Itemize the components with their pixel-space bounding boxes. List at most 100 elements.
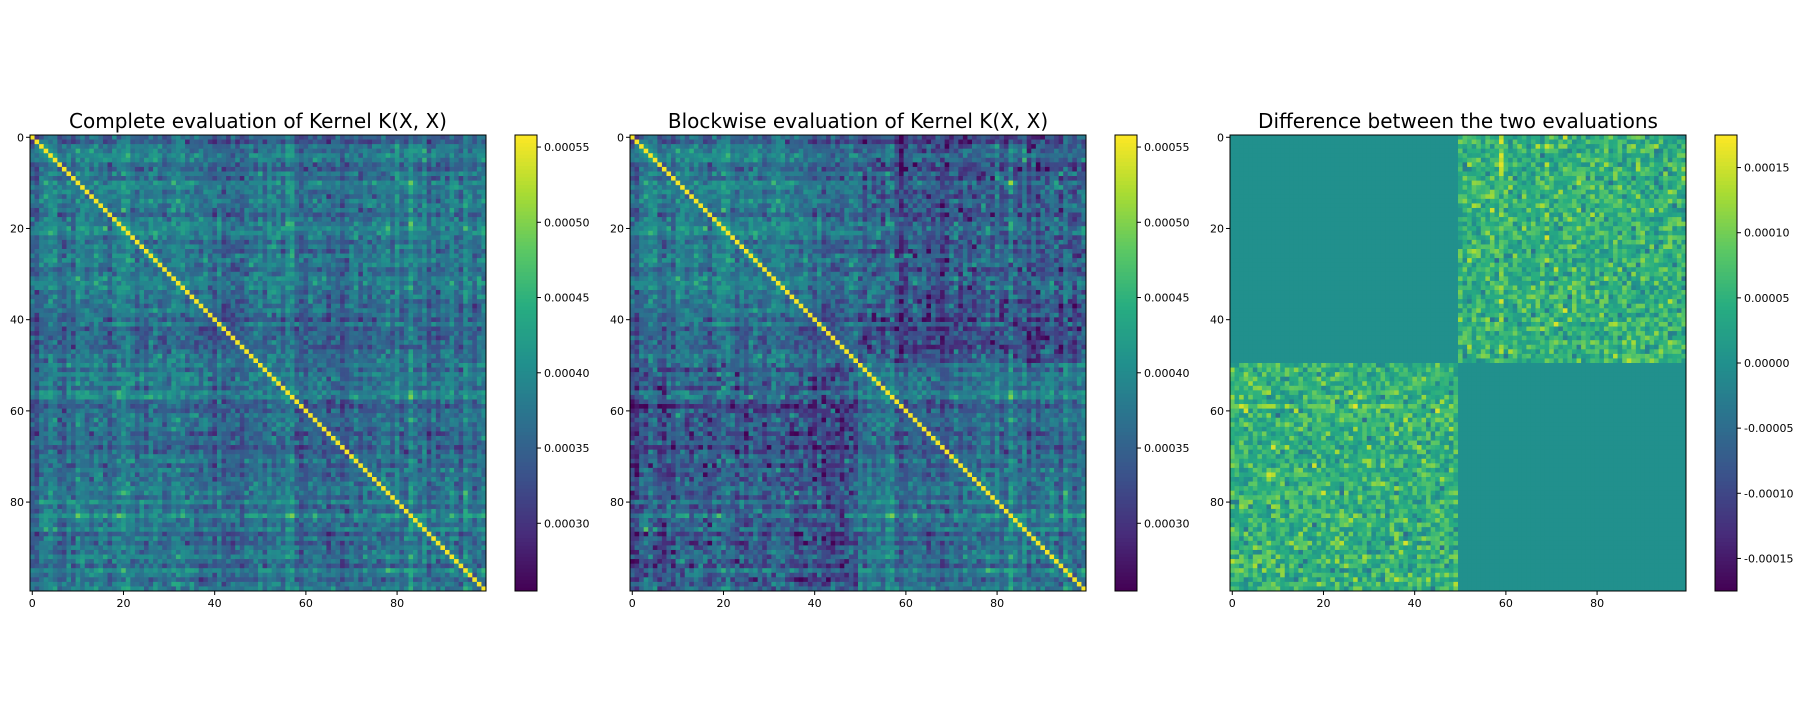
heatmap-cell <box>135 213 140 218</box>
heatmap-cell <box>450 190 455 195</box>
heatmap-cell <box>422 258 427 263</box>
heatmap-cell <box>149 181 154 186</box>
heatmap-cell <box>98 162 103 167</box>
heatmap-cell <box>199 213 204 218</box>
heatmap-cell <box>167 272 172 277</box>
heatmap-cell <box>203 135 208 140</box>
heatmap-cell <box>162 254 167 259</box>
heatmap-cell <box>304 176 309 181</box>
heatmap-cell <box>381 226 386 231</box>
heatmap-cell <box>39 285 44 290</box>
heatmap-cell <box>103 208 108 213</box>
heatmap-cell <box>267 244 272 249</box>
heatmap-cell <box>354 171 359 176</box>
heatmap-cell <box>386 235 391 240</box>
heatmap-cell <box>450 290 455 295</box>
heatmap-cell <box>399 135 404 140</box>
heatmap-cell <box>231 153 236 158</box>
heatmap-cell <box>308 249 313 254</box>
heatmap-cell <box>240 267 245 272</box>
heatmap-cell <box>377 267 382 272</box>
heatmap-cell <box>477 258 482 263</box>
heatmap-cell <box>285 185 290 190</box>
heatmap-cell <box>180 249 185 254</box>
heatmap-cell <box>30 276 35 281</box>
heatmap-cell <box>377 281 382 286</box>
heatmap-cell <box>244 199 249 204</box>
heatmap-cell <box>162 226 167 231</box>
heatmap-cell <box>240 231 245 236</box>
heatmap-cell <box>386 290 391 295</box>
heatmap-cell <box>212 281 217 286</box>
heatmap-cell <box>276 244 281 249</box>
heatmap-cell <box>377 199 382 204</box>
heatmap-cell <box>89 199 94 204</box>
heatmap-cell <box>445 144 450 149</box>
heatmap-cell <box>244 285 249 290</box>
heatmap-cell <box>130 240 135 245</box>
heatmap-cell <box>340 194 345 199</box>
heatmap-cell <box>418 203 423 208</box>
heatmap-cell <box>80 162 85 167</box>
heatmap-cell <box>112 194 117 199</box>
heatmap-cell <box>386 162 391 167</box>
heatmap-cell <box>212 226 217 231</box>
heatmap-cell <box>422 144 427 149</box>
heatmap-cell <box>121 208 126 213</box>
heatmap-cell <box>48 176 53 181</box>
heatmap-cell <box>212 222 217 227</box>
heatmap-cell <box>431 144 436 149</box>
heatmap-cell <box>272 240 277 245</box>
heatmap-cell <box>267 213 272 218</box>
heatmap-cell <box>62 199 67 204</box>
heatmap-cell <box>427 217 432 222</box>
heatmap-cell <box>322 208 327 213</box>
heatmap-cell <box>135 263 140 268</box>
heatmap-cell <box>450 231 455 236</box>
heatmap-cell <box>445 213 450 218</box>
heatmap-cell <box>477 235 482 240</box>
heatmap-cell <box>171 276 176 281</box>
heatmap-cell <box>66 185 71 190</box>
heatmap-cell <box>98 235 103 240</box>
heatmap-cell <box>276 199 281 204</box>
heatmap-cell <box>203 281 208 286</box>
heatmap-cell <box>85 235 90 240</box>
heatmap-cell <box>450 295 455 300</box>
heatmap-cell <box>222 249 227 254</box>
heatmap-cell <box>454 267 459 272</box>
heatmap-cell <box>89 140 94 145</box>
heatmap-cell <box>463 153 468 158</box>
heatmap-cell <box>135 190 140 195</box>
heatmap-cell <box>345 240 350 245</box>
heatmap-cell <box>450 226 455 231</box>
heatmap-cell <box>235 149 240 154</box>
heatmap-cell <box>103 203 108 208</box>
heatmap-cell <box>313 149 318 154</box>
heatmap-cell <box>53 272 58 277</box>
heatmap-cell <box>440 135 445 140</box>
heatmap-cell <box>450 244 455 249</box>
heatmap-cell <box>290 176 295 181</box>
heatmap-cell <box>440 217 445 222</box>
heatmap-cell <box>185 185 190 190</box>
heatmap-cell <box>258 249 263 254</box>
heatmap-cell <box>377 244 382 249</box>
heatmap-cell <box>413 194 418 199</box>
heatmap-cell <box>345 276 350 281</box>
heatmap-cell <box>445 267 450 272</box>
heatmap-cell <box>440 290 445 295</box>
heatmap-cell <box>117 240 122 245</box>
heatmap-cell <box>317 203 322 208</box>
heatmap-cell <box>450 158 455 163</box>
heatmap-cell <box>98 171 103 176</box>
heatmap-cell <box>66 258 71 263</box>
heatmap-cell <box>317 213 322 218</box>
heatmap-cell <box>199 171 204 176</box>
heatmap-cell <box>468 267 473 272</box>
heatmap-cell <box>463 295 468 300</box>
heatmap-cell <box>180 194 185 199</box>
heatmap-cell <box>463 285 468 290</box>
heatmap-cell <box>35 203 40 208</box>
heatmap-cell <box>30 295 35 300</box>
